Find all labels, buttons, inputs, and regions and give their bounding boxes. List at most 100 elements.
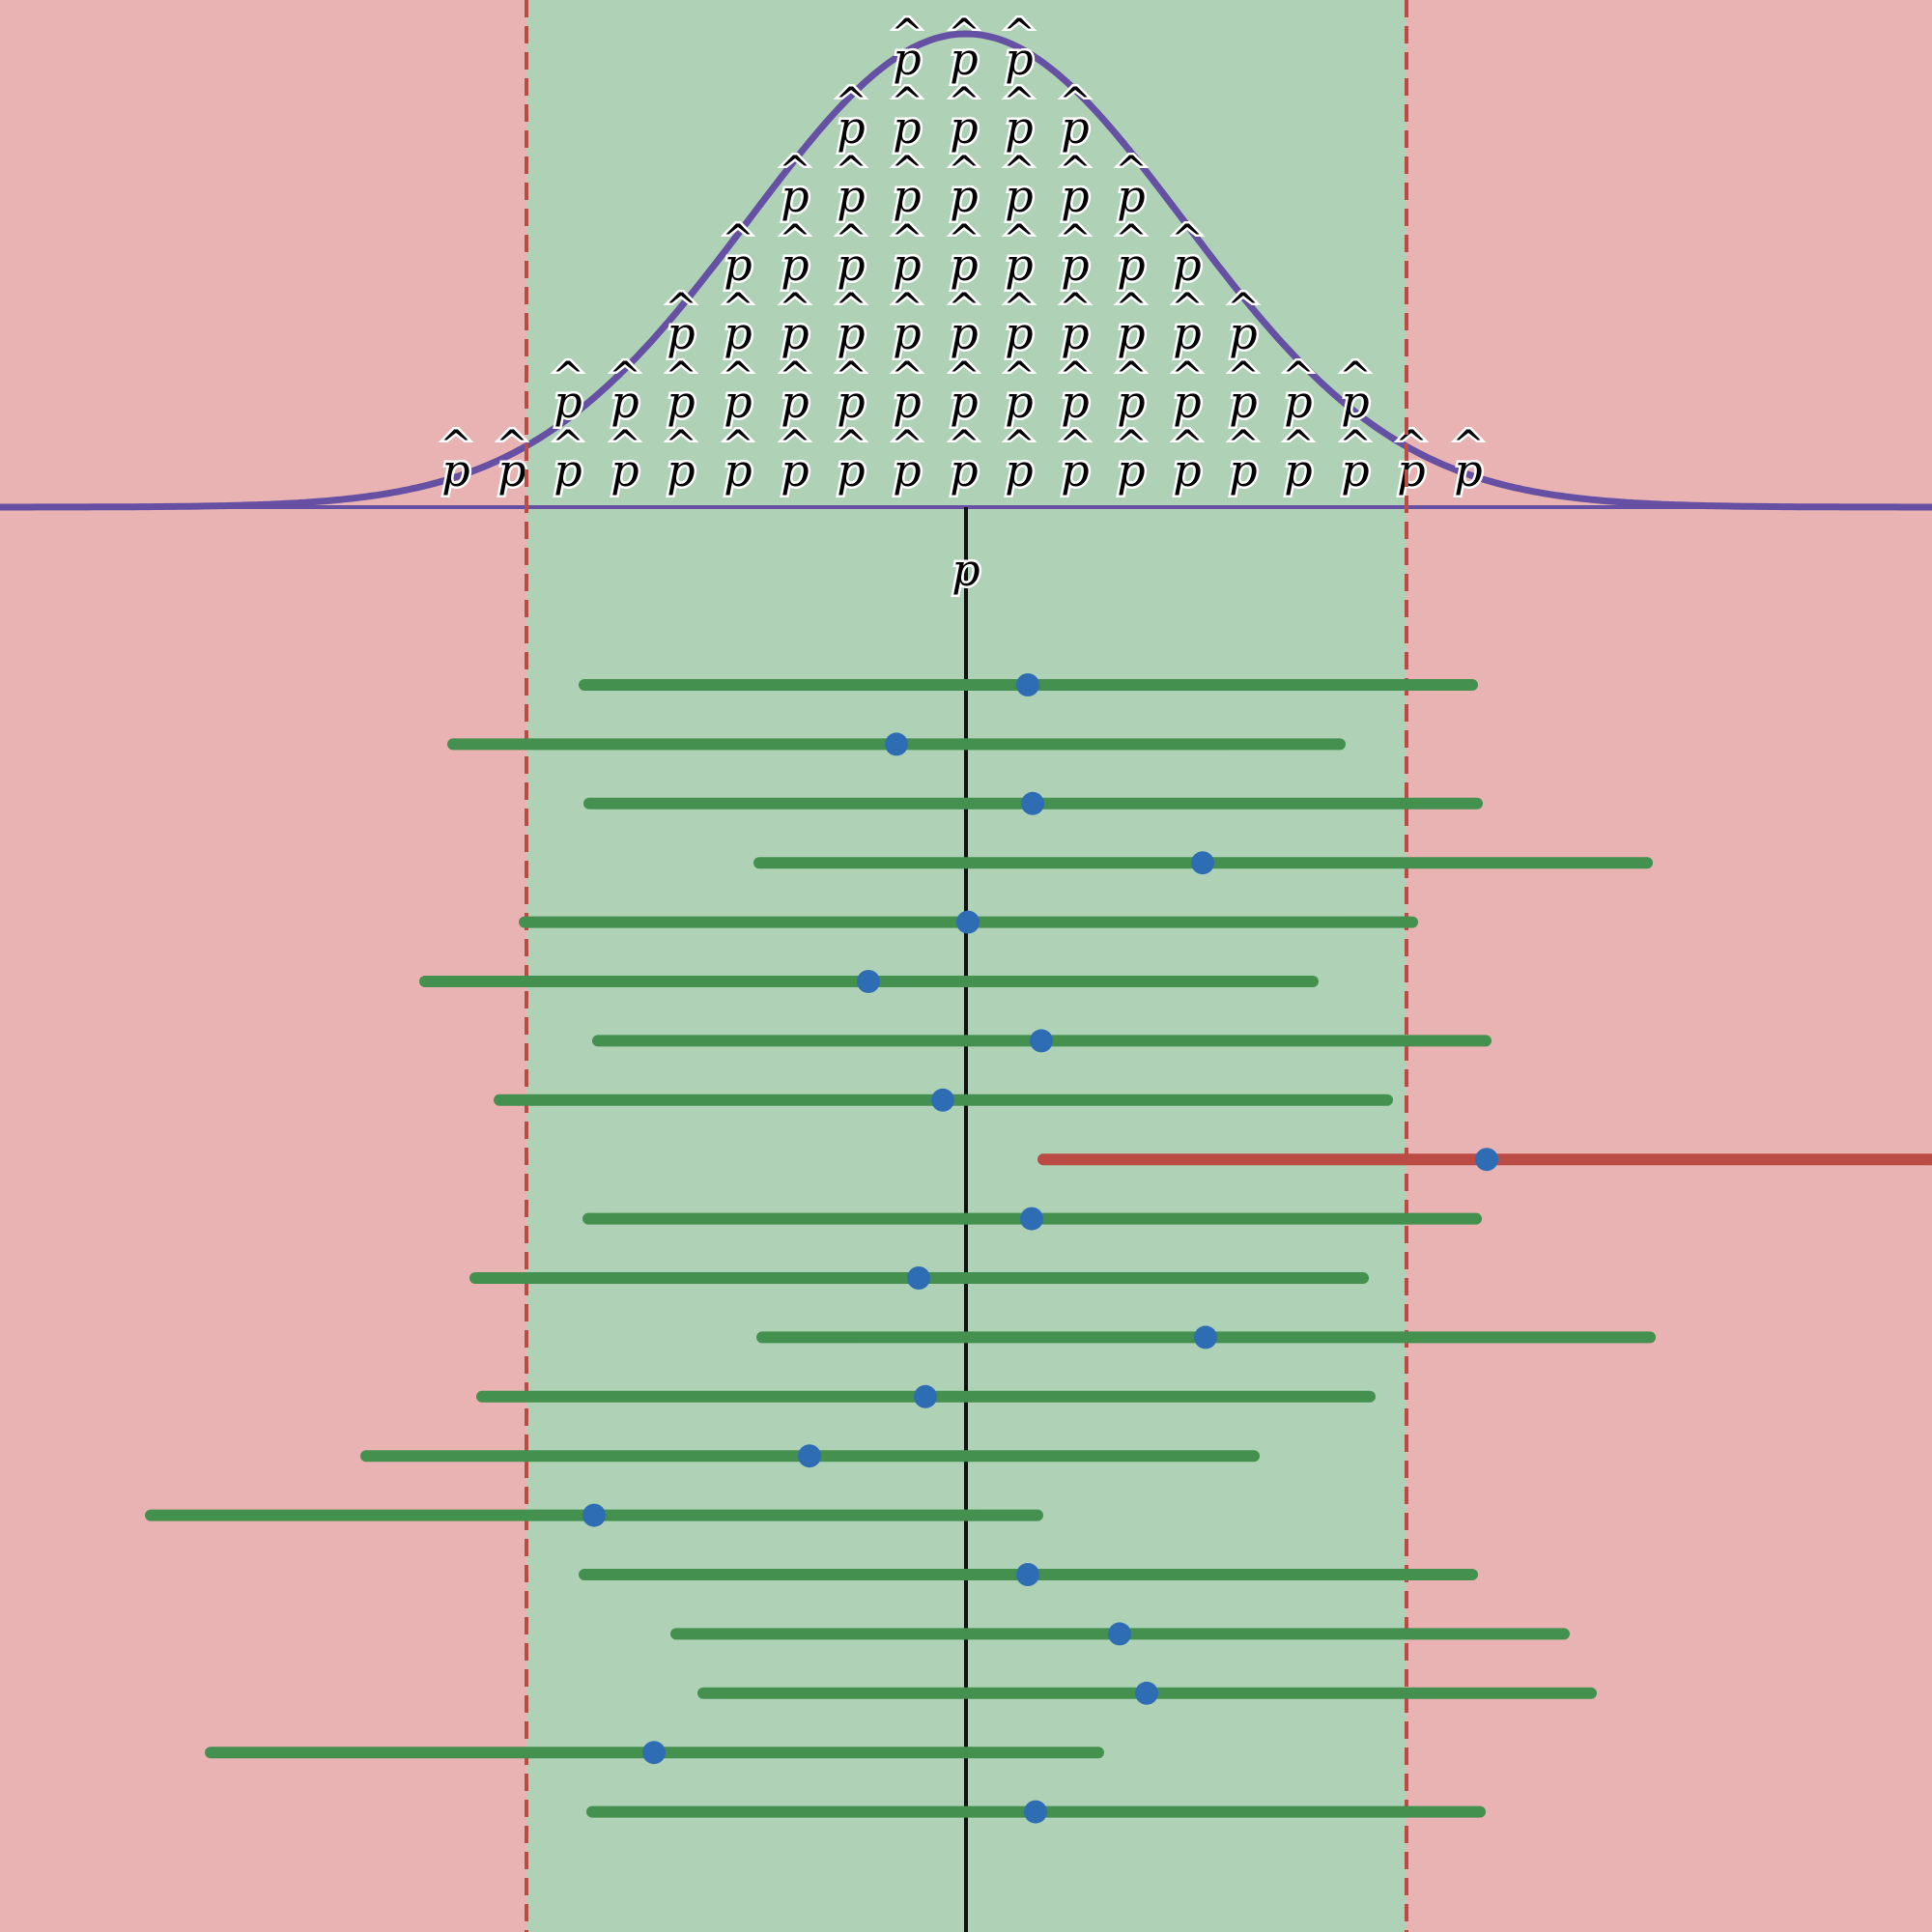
sample-estimate-hat: ^ xyxy=(1171,286,1204,330)
interval-row xyxy=(145,1503,1043,1527)
sample-estimate-label: p xyxy=(781,307,809,359)
sample-estimate-label: p xyxy=(667,444,695,497)
sample-estimate-label: p xyxy=(1397,444,1425,497)
interval-row xyxy=(469,1266,1369,1290)
sample-estimate-hat: ^ xyxy=(552,423,584,468)
sample-estimate-hat: ^ xyxy=(948,80,980,125)
sample-estimate-label: p xyxy=(950,376,978,428)
true-parameter-label: p xyxy=(952,544,980,596)
sample-estimate-hat: ^ xyxy=(779,149,811,193)
sample-estimate-hat: ^ xyxy=(665,355,697,399)
sample-estimate-hat: ^ xyxy=(1003,217,1036,262)
sample-estimate-dot xyxy=(1135,1681,1158,1705)
sample-estimate-label: p xyxy=(893,101,921,154)
interval-row xyxy=(579,1563,1478,1586)
sample-estimate-stack: ^p ^p ^p^p^p^p^p^p^p^p^p^p^p^p^p^p^p^p^p^p… xyxy=(438,10,1488,499)
sample-estimate-label: p xyxy=(1061,376,1089,428)
sample-estimate-hat: ^ xyxy=(891,423,923,468)
sample-estimate-label: p xyxy=(1173,376,1201,428)
sample-estimate-dot xyxy=(1194,1325,1217,1350)
sample-estimate-hat: ^ xyxy=(1003,423,1036,468)
interval-row xyxy=(1037,1148,1932,1172)
interval-row xyxy=(586,1800,1486,1824)
sample-estimate-label: p xyxy=(837,376,865,428)
sample-estimate-hat: ^ xyxy=(1115,286,1148,330)
sample-estimate-label: p xyxy=(1229,376,1257,428)
confidence-intervals xyxy=(145,673,1932,1824)
sample-estimate-label: p xyxy=(1173,307,1201,359)
sample-estimate-hat: ^ xyxy=(948,355,980,399)
sample-estimate-dot xyxy=(1024,1800,1047,1824)
sample-estimate-hat: ^ xyxy=(440,423,472,468)
sample-estimate-label: p xyxy=(837,101,865,154)
sample-estimate-dot xyxy=(857,970,880,993)
sample-estimate-dot xyxy=(885,732,908,756)
sample-estimate-label: p xyxy=(1005,444,1033,497)
sample-estimate-hat: ^ xyxy=(1003,149,1036,193)
sample-estimate-hat: ^ xyxy=(835,80,867,125)
sample-estimate-label: p xyxy=(950,444,978,497)
sample-estimate-dot xyxy=(907,1266,930,1290)
sample-estimate-hat: ^ xyxy=(1003,286,1036,330)
sample-estimate-hat: ^ xyxy=(948,286,980,330)
sample-estimate-hat: ^ xyxy=(722,423,754,468)
interval-row xyxy=(205,1741,1104,1765)
outside-region-left xyxy=(0,0,526,1932)
sample-estimate-label: p xyxy=(1341,376,1369,428)
sample-estimate-hat: ^ xyxy=(891,286,923,330)
sample-estimate-dot xyxy=(1475,1148,1498,1172)
sample-estimate-hat: ^ xyxy=(1227,355,1260,399)
interval-row xyxy=(670,1622,1570,1646)
sample-estimate-hat: ^ xyxy=(835,423,867,468)
sample-estimate-dot xyxy=(1016,673,1039,696)
sample-estimate-hat: ^ xyxy=(1115,217,1148,262)
sample-estimate-label: p xyxy=(950,33,978,85)
interval-row xyxy=(697,1681,1597,1705)
interval-row xyxy=(447,732,1346,756)
sample-estimate-label: p xyxy=(1117,444,1145,497)
sample-estimate-label: p xyxy=(667,307,695,359)
sample-estimate-label: p xyxy=(837,307,865,359)
sample-estimate-hat: ^ xyxy=(1059,355,1092,399)
sample-estimate-label: p xyxy=(1061,170,1089,222)
sample-estimate-hat: ^ xyxy=(1395,423,1428,468)
sample-estimate-dot xyxy=(1016,1563,1039,1586)
sample-estimate-label: p xyxy=(1005,376,1033,428)
sample-estimate-hat: ^ xyxy=(948,423,980,468)
outside-region-right xyxy=(1406,0,1932,1932)
sample-estimate-hat: ^ xyxy=(835,149,867,193)
sample-estimate-hat: ^ xyxy=(891,355,923,399)
sample-estimate-label: p xyxy=(893,239,921,291)
sample-estimate-dot xyxy=(931,1088,954,1112)
sample-estimate-label: p xyxy=(1117,376,1145,428)
sample-estimate-label: p xyxy=(1005,239,1033,291)
sample-estimate-label: p xyxy=(1005,307,1033,359)
sample-estimate-hat: ^ xyxy=(1227,423,1260,468)
sample-estimate-dot xyxy=(1020,1207,1043,1231)
sample-estimate-hat: ^ xyxy=(722,355,754,399)
sample-estimate-label: p xyxy=(893,307,921,359)
sample-estimate-label: p xyxy=(1229,444,1257,497)
sample-estimate-label: p xyxy=(1454,444,1482,497)
sample-estimate-dot xyxy=(1030,1029,1053,1053)
sample-estimate-hat: ^ xyxy=(609,355,641,399)
sample-estimate-label: p xyxy=(611,444,639,497)
sample-estimate-label: p xyxy=(1341,444,1369,497)
sample-estimate-label: p xyxy=(893,33,921,85)
sample-estimate-hat: ^ xyxy=(1282,423,1315,468)
interval-row xyxy=(419,970,1319,993)
sample-estimate-label: p xyxy=(781,170,809,222)
sample-estimate-hat: ^ xyxy=(552,355,584,399)
sample-estimate-hat: ^ xyxy=(1003,355,1036,399)
sample-estimate-label: p xyxy=(554,444,582,497)
interval-row xyxy=(756,1325,1656,1350)
sample-estimate-label: p xyxy=(441,444,469,497)
sample-estimate-label: p xyxy=(1173,239,1201,291)
sample-estimate-hat: ^ xyxy=(891,149,923,193)
sample-estimate-hat: ^ xyxy=(779,355,811,399)
sample-estimate-hat: ^ xyxy=(1339,423,1372,468)
sample-estimate-label: p xyxy=(1117,170,1145,222)
sample-estimate-label: p xyxy=(611,376,639,428)
sample-estimate-hat: ^ xyxy=(835,355,867,399)
